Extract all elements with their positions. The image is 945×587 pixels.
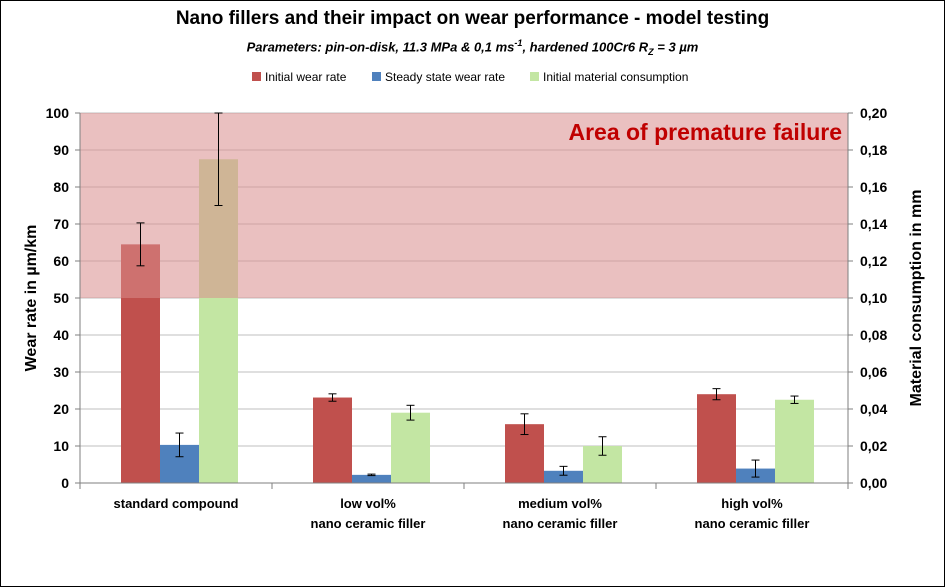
x-tick-label: nano ceramic filler (311, 516, 426, 531)
x-tick-label: low vol% (340, 496, 396, 511)
y-tick-label: 90 (53, 142, 69, 158)
legend-label: Initial wear rate (265, 70, 347, 84)
y-axis-label: Wear rate in µm/km (23, 225, 40, 372)
legend-swatch (252, 72, 261, 81)
bar-steady-state-wear-rate (352, 474, 391, 483)
x-tick-label: standard compound (114, 496, 239, 511)
y-tick-label: 100 (46, 105, 70, 121)
y-tick-label: 60 (53, 253, 69, 269)
y-tick-label: 80 (53, 179, 69, 195)
bar-initial-material-consumption (775, 399, 814, 483)
x-tick-label: high vol% (721, 496, 783, 511)
y-tick-label: 30 (53, 364, 69, 380)
subtitle-prefix: Parameters: pin-on-disk, 11.3 MPa & 0,1 … (246, 39, 515, 55)
legend-label: Initial material consumption (543, 70, 688, 84)
y-tick-label: 20 (53, 401, 69, 417)
y2-tick-label: 0,02 (860, 438, 887, 454)
subtitle-middle: , hardened 100Cr6 R (522, 39, 649, 55)
subtitle-subscript: Z (648, 46, 654, 57)
y2-tick-label: 0,04 (860, 401, 887, 417)
subtitle-suffix: = 3 µm (653, 39, 699, 55)
premature-failure-area (80, 113, 848, 298)
premature-failure-label: Area of premature failure (568, 119, 842, 145)
chart-title: Nano fillers and their impact on wear pe… (175, 8, 770, 29)
legend-swatch (530, 72, 539, 81)
bar-initial-wear-rate (313, 397, 352, 483)
y2-tick-label: 0,12 (860, 253, 887, 269)
y2-tick-label: 0,18 (860, 142, 887, 158)
x-tick-label: medium vol% (518, 496, 602, 511)
y-tick-label: 50 (53, 290, 69, 306)
y2-tick-label: 0,10 (860, 290, 887, 306)
y-tick-label: 70 (53, 216, 69, 232)
subtitle-exponent: -1 (514, 38, 523, 48)
bar-steady-state-wear-rate (544, 470, 583, 483)
y-tick-label: 40 (53, 327, 69, 343)
y2-tick-label: 0,16 (860, 179, 887, 195)
y-tick-label: 10 (53, 438, 69, 454)
y2-tick-label: 0,08 (860, 327, 887, 343)
bar-initial-material-consumption (391, 412, 430, 483)
y-tick-label: 0 (61, 475, 69, 491)
chart-subtitle: Parameters: pin-on-disk, 11.3 MPa & 0,1 … (0, 38, 945, 57)
y2-tick-label: 0,20 (860, 105, 887, 121)
y2-axis-label: Material consumption in mm (908, 190, 925, 407)
legend-swatch (372, 72, 381, 81)
bar-initial-wear-rate (697, 394, 736, 483)
y2-tick-label: 0,14 (860, 216, 887, 232)
y2-tick-label: 0,06 (860, 364, 887, 380)
y2-tick-label: 0,00 (860, 475, 887, 491)
legend-label: Steady state wear rate (385, 70, 505, 84)
x-tick-label: nano ceramic filler (695, 516, 810, 531)
x-tick-label: nano ceramic filler (503, 516, 618, 531)
